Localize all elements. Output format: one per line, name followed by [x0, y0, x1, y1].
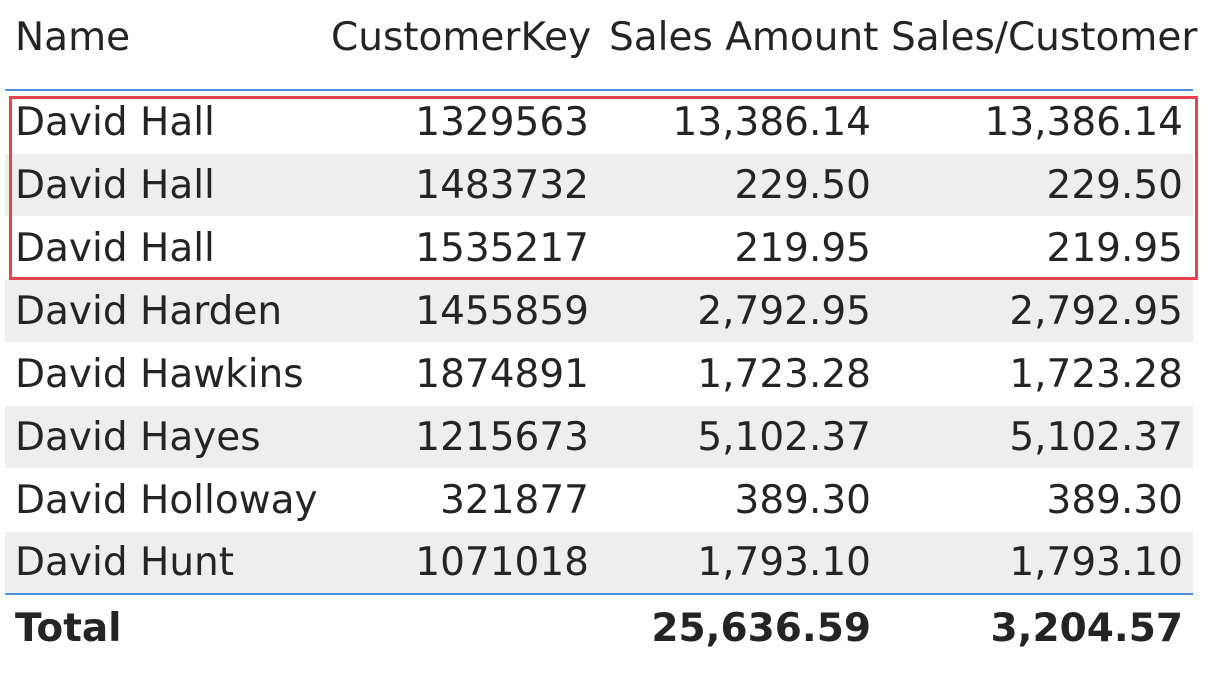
cell-sales-per-customer: 389.30	[1046, 477, 1183, 523]
cell-sales-amount: 1,793.10	[697, 540, 871, 585]
cell-name: David Hall	[15, 99, 215, 145]
cell-sales-per-customer: 1,793.10	[1009, 540, 1183, 585]
column-header-sales-amount[interactable]: Sales Amount	[609, 15, 879, 60]
cell-name: David Harden	[15, 288, 283, 334]
cell-name: David Hawkins	[15, 351, 304, 397]
cell-sales-amount: 13,386.14	[672, 99, 872, 145]
cell-sales-amount: 2,792.95	[697, 288, 871, 334]
column-header-customerkey[interactable]: CustomerKey	[331, 15, 592, 60]
cell-name: David Holloway	[15, 477, 318, 523]
cell-sales-per-customer: 13,386.14	[984, 99, 1184, 145]
table-row[interactable]: David Harden 1455859 2,792.95 2,792.95	[5, 280, 1193, 343]
cell-sales-per-customer: 2,792.95	[1009, 288, 1183, 334]
total-sales-per-customer: 3,204.57	[990, 605, 1183, 651]
cell-sales-amount: 389.30	[734, 477, 871, 523]
cell-customerkey: 1535217	[415, 225, 589, 271]
table-row[interactable]: David Hawkins 1874891 1,723.28 1,723.28	[5, 343, 1193, 406]
table-total-row: Total 25,636.59 3,204.57	[5, 595, 1193, 661]
cell-customerkey: 1071018	[415, 540, 589, 585]
table-header-row: Name CustomerKey Sales Amount Sales/Cust…	[5, 0, 1198, 91]
table-row[interactable]: David Hall 1483732 229.50 229.50	[5, 154, 1193, 217]
cell-customerkey: 1455859	[415, 288, 589, 334]
cell-sales-per-customer: 229.50	[1046, 162, 1183, 208]
cell-name: David Hayes	[15, 414, 261, 460]
column-header-sales-per-customer[interactable]: Sales/Customer	[891, 15, 1198, 60]
cell-customerkey: 1215673	[415, 414, 589, 460]
cell-name: David Hunt	[15, 540, 235, 585]
cell-sales-per-customer: 219.95	[1046, 225, 1183, 271]
total-sales-amount: 25,636.59	[651, 605, 871, 651]
table-row[interactable]: David Hunt 1071018 1,793.10 1,793.10	[5, 532, 1193, 595]
sales-table: Name CustomerKey Sales Amount Sales/Cust…	[5, 0, 1198, 661]
table-row[interactable]: David Hall 1535217 219.95 219.95	[5, 217, 1193, 280]
cell-sales-amount: 5,102.37	[697, 414, 871, 460]
cell-customerkey: 321877	[440, 477, 589, 523]
cell-customerkey: 1874891	[415, 351, 589, 397]
table-row[interactable]: David Hall 1329563 13,386.14 13,386.14	[5, 91, 1193, 154]
total-label: Total	[15, 605, 122, 651]
cell-sales-amount: 1,723.28	[697, 351, 871, 397]
cell-sales-per-customer: 5,102.37	[1009, 414, 1183, 460]
table-row[interactable]: David Holloway 321877 389.30 389.30	[5, 469, 1193, 532]
cell-name: David Hall	[15, 225, 215, 271]
cell-sales-per-customer: 1,723.28	[1009, 351, 1183, 397]
cell-customerkey: 1329563	[415, 99, 589, 145]
cell-customerkey: 1483732	[415, 162, 589, 208]
table-row[interactable]: David Hayes 1215673 5,102.37 5,102.37	[5, 406, 1193, 469]
cell-sales-amount: 219.95	[734, 225, 871, 271]
cell-sales-amount: 229.50	[734, 162, 871, 208]
column-header-name[interactable]: Name	[15, 15, 131, 60]
cell-name: David Hall	[15, 162, 215, 208]
